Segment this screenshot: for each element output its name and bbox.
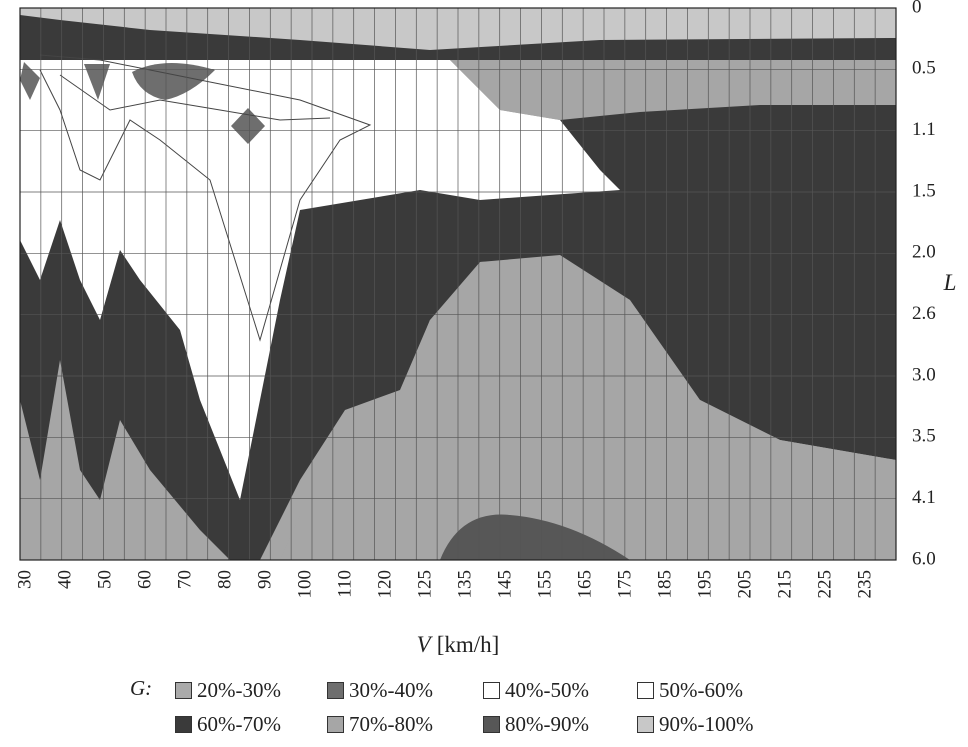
contour-chart: 30 40 50 60 70 80 90 100 110 120 125 135 145 155 165 17…: [14, 0, 957, 657]
x-tick-label: 50: [94, 570, 115, 589]
legend-item: 50%-60%: [637, 676, 743, 704]
x-tick-label: 40: [54, 570, 75, 589]
x-axis-title: V [km/h]: [417, 632, 500, 657]
x-tick-label: 225: [814, 570, 835, 599]
contour-lines: [39, 54, 372, 342]
legend-title: G:: [130, 676, 153, 700]
legend-label: 80%-90%: [505, 711, 589, 736]
legend-item: 60%-70%: [175, 710, 281, 738]
x-tick-label: 145: [494, 570, 515, 599]
x-tick-label: 235: [854, 570, 875, 599]
legend-label: 50%-60%: [659, 677, 743, 702]
x-tick-label: 165: [574, 570, 595, 599]
contour-line-2: [59, 74, 331, 121]
y-tick-label: 1.5: [912, 180, 936, 201]
y-tick-label: 3.5: [912, 426, 936, 447]
x-axis-var: V: [417, 632, 434, 657]
x-tick-label: 215: [774, 570, 795, 599]
legend-label: 20%-30%: [197, 677, 281, 702]
y-tick-label: 3.0: [912, 364, 936, 385]
y-tick-label: 2.0: [912, 242, 936, 263]
x-tick-label: 135: [454, 570, 475, 599]
y-axis-title: L: [943, 270, 957, 295]
region-40-50: [20, 60, 620, 500]
x-tick-label: 195: [694, 570, 715, 599]
legend-item: 30%-40%: [327, 676, 433, 704]
x-tick-label: 90: [254, 570, 275, 589]
legend: G: 20%-30% 30%-40% 40%-50% 50%-60% 60%-70% 7…: [0, 672, 968, 747]
y-tick-label: 0: [912, 0, 922, 17]
legend-swatch: [327, 681, 344, 699]
x-tick-label: 110: [334, 570, 355, 598]
legend-swatch: [483, 715, 500, 733]
region-30-40-a: [20, 62, 40, 100]
y-tick-label: 4.1: [912, 487, 936, 508]
x-tick-label: 125: [414, 570, 435, 599]
legend-label: 60%-70%: [197, 711, 281, 736]
x-tick-label: 185: [654, 570, 675, 599]
legend-item: 80%-90%: [483, 710, 589, 738]
legend-label: 90%-100%: [659, 711, 754, 736]
x-tick-label: 155: [534, 570, 555, 599]
x-tick-labels: 30 40 50 60 70 80 90 100 110 120 125 135 145 155 165 17…: [14, 570, 875, 599]
legend-swatch: [175, 681, 192, 699]
region-30-40-d: [231, 108, 265, 144]
region-80-90: [440, 514, 630, 560]
x-tick-label: 30: [14, 570, 35, 589]
legend-item: 20%-30%: [175, 676, 281, 704]
legend-label: 30%-40%: [349, 677, 433, 702]
x-axis-unit: [km/h]: [437, 632, 500, 657]
x-tick-label: 60: [134, 570, 155, 589]
x-tick-label: 100: [294, 570, 315, 599]
legend-item: 70%-80%: [327, 710, 433, 738]
y-tick-labels: 0 0.5 1.1 1.5 2.0 2.6 3.0 3.5 4.1 6.0: [912, 0, 936, 569]
y-tick-label: 2.6: [912, 303, 936, 324]
region-70-80-dome: [280, 255, 896, 560]
legend-swatch: [175, 715, 192, 733]
y-tick-label: 6.0: [912, 548, 936, 569]
legend-label: 70%-80%: [349, 711, 433, 736]
legend-swatch: [327, 715, 344, 733]
x-tick-label: 70: [174, 570, 195, 589]
region-70-80-left: [20, 360, 230, 560]
y-tick-label: 1.1: [912, 119, 936, 140]
legend-swatch: [637, 681, 654, 699]
legend-swatch: [483, 681, 500, 699]
y-tick-label: 0.5: [912, 58, 936, 79]
x-tick-label: 175: [614, 570, 635, 599]
legend-label: 40%-50%: [505, 677, 589, 702]
legend-row-2: 60%-70% 70%-80% 80%-90% 90%-100%: [0, 710, 968, 740]
region-70-80-upper: [450, 60, 896, 120]
legend-item: 40%-50%: [483, 676, 589, 704]
region-30-40-c: [132, 62, 215, 100]
x-tick-label: 80: [214, 570, 235, 589]
x-tick-label: 205: [734, 570, 755, 599]
x-tick-label: 120: [374, 570, 395, 599]
plot-frame: [19, 7, 897, 561]
legend-item: 90%-100%: [637, 710, 753, 738]
legend-swatch: [637, 715, 654, 733]
legend-row-1: G: 20%-30% 30%-40% 40%-50% 50%-60%: [0, 676, 968, 706]
contour-line-1: [39, 54, 372, 342]
